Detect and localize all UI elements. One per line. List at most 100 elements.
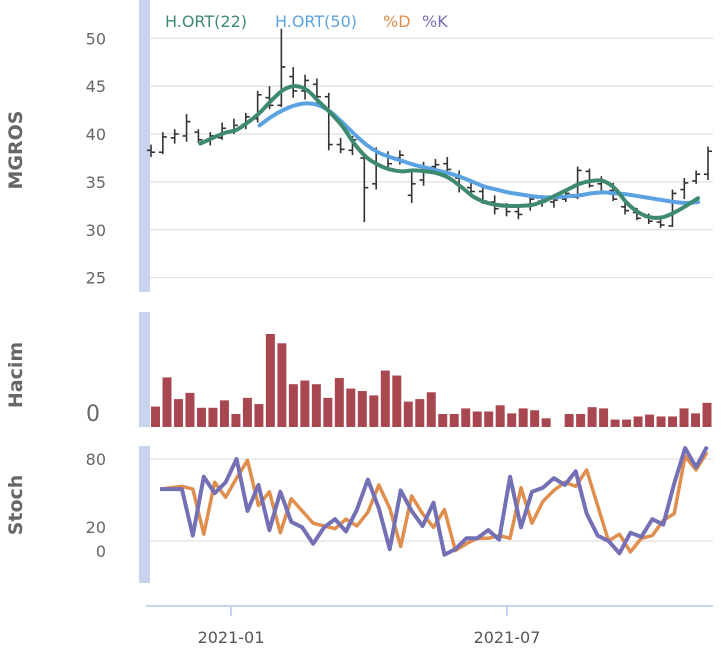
volume-bar xyxy=(622,419,632,427)
price-y-tick-label: 25 xyxy=(86,269,106,288)
volume-bar xyxy=(162,377,172,427)
volume-bar xyxy=(219,400,229,427)
volume-bar xyxy=(415,399,425,427)
volume-bar xyxy=(426,392,436,427)
price-y-ticks: 25 30 35 40 45 50 xyxy=(86,29,106,287)
volume-bar xyxy=(300,380,310,427)
ohlc-bar xyxy=(514,206,523,220)
x-tick-label: 2021-07 xyxy=(474,628,541,647)
volume-bar xyxy=(185,392,195,427)
ma50-line xyxy=(257,101,700,205)
stoch-panel-title: Stoch xyxy=(5,475,27,536)
volume-axis-band xyxy=(139,312,150,427)
stoch-axis-band xyxy=(139,446,150,583)
volume-bar xyxy=(484,411,494,427)
volume-bar xyxy=(242,397,252,427)
legend-item-stoch-k[interactable]: %K xyxy=(422,12,448,31)
ohlc-bar xyxy=(585,168,594,188)
ma22-line xyxy=(198,84,700,220)
volume-bar xyxy=(323,397,333,427)
volume-bar xyxy=(346,388,356,427)
volume-y-tick-label: 0 xyxy=(86,402,100,427)
volume-bar xyxy=(587,407,597,427)
volume-series xyxy=(151,334,712,427)
volume-bar xyxy=(518,408,528,427)
volume-bar xyxy=(231,413,241,427)
volume-bar xyxy=(495,405,505,427)
volume-bar xyxy=(668,416,678,427)
stoch-y-ticks: 80 20 0 xyxy=(86,450,106,561)
ohlc-bar xyxy=(680,178,689,200)
ohlc-bar xyxy=(218,122,227,140)
price-axis-band xyxy=(139,0,150,292)
volume-bar xyxy=(265,334,275,427)
volume-bar xyxy=(472,411,482,427)
volume-bar xyxy=(541,418,551,427)
legend-item-ma50[interactable]: H.ORT(50) xyxy=(275,12,357,31)
volume-bar xyxy=(679,408,689,427)
legend-item-ma22[interactable]: H.ORT(22) xyxy=(165,12,247,31)
volume-bar xyxy=(380,370,390,427)
volume-bar xyxy=(334,378,344,427)
ohlc-bar xyxy=(668,189,677,227)
ohlc-bar xyxy=(170,129,179,144)
ohlc-bar xyxy=(656,218,665,228)
stoch-y-tick-label: 0 xyxy=(96,542,106,561)
stoch-y-tick-label: 20 xyxy=(86,518,106,537)
ohlc-bar xyxy=(407,168,416,203)
volume-bar xyxy=(403,401,413,427)
stoch-y-tick-label: 80 xyxy=(86,450,106,469)
volume-bar xyxy=(702,402,712,427)
ohlc-bar xyxy=(289,67,298,98)
volume-bar xyxy=(507,413,517,427)
x-tick-label: 2021-01 xyxy=(198,628,265,647)
x-axis-ticks: 2021-01 2021-07 xyxy=(198,606,541,647)
ohlc-series xyxy=(147,28,712,228)
volume-bar xyxy=(277,343,287,427)
volume-bar xyxy=(461,408,471,427)
stoch-d-line xyxy=(159,451,709,554)
volume-bar xyxy=(196,407,206,427)
ohlc-bar xyxy=(360,153,369,223)
volume-bar xyxy=(564,413,574,427)
stoch-grid xyxy=(150,458,713,542)
legend-item-stoch-d[interactable]: %D xyxy=(383,12,411,31)
volume-bar xyxy=(392,375,402,427)
volume-bar xyxy=(208,407,218,427)
price-grid xyxy=(150,37,713,279)
ohlc-bar xyxy=(147,144,155,158)
price-y-tick-label: 45 xyxy=(86,77,106,96)
ohlc-bar xyxy=(277,28,286,108)
ohlc-bar xyxy=(621,202,630,215)
ohlc-bar xyxy=(692,170,701,184)
legend: H.ORT(22) H.ORT(50) %D %K xyxy=(165,12,448,31)
volume-bar xyxy=(633,416,643,427)
ohlc-bar xyxy=(182,113,191,142)
volume-bar xyxy=(656,416,666,427)
ohlc-bar xyxy=(158,132,167,155)
price-y-tick-label: 50 xyxy=(86,29,106,48)
stochastic-series xyxy=(159,445,709,557)
volume-bar xyxy=(151,406,160,427)
ohlc-bar xyxy=(336,137,345,154)
volume-bar xyxy=(357,391,367,427)
volume-bar xyxy=(576,413,586,427)
volume-bar xyxy=(449,413,459,427)
price-y-tick-label: 40 xyxy=(86,125,106,144)
price-panel-title: MGROS xyxy=(5,111,27,190)
ohlc-bar xyxy=(704,146,712,180)
ohlc-bar xyxy=(443,157,452,174)
volume-bar xyxy=(530,410,540,427)
ohlc-bar xyxy=(324,92,333,151)
stoch-k-line xyxy=(160,445,709,557)
volume-bar xyxy=(610,419,620,427)
moving-average-series xyxy=(198,84,700,220)
volume-bar xyxy=(173,399,183,427)
price-y-tick-label: 35 xyxy=(86,173,106,192)
volume-bar xyxy=(288,384,298,427)
volume-bar xyxy=(691,413,701,427)
volume-bar xyxy=(311,384,321,427)
volume-bar xyxy=(645,414,655,427)
